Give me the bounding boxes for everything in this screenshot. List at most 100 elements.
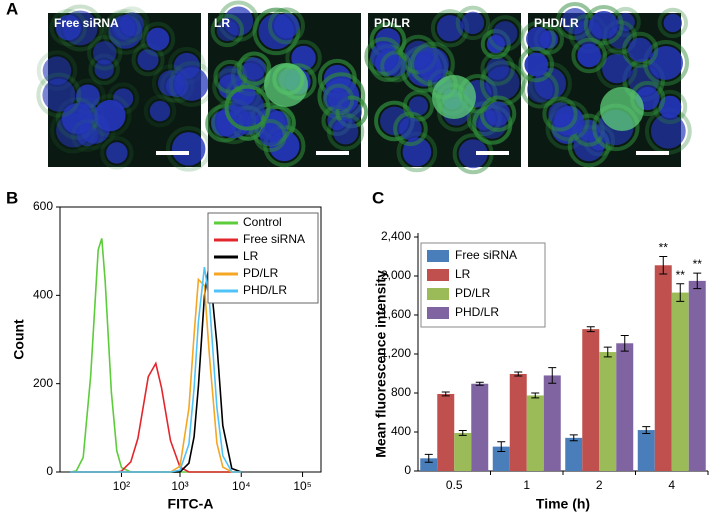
cell — [253, 118, 287, 153]
x-tick-label: 10⁵ — [293, 479, 311, 493]
legend-label: LR — [243, 249, 259, 263]
error-bar — [497, 441, 506, 452]
error-bar — [475, 381, 484, 386]
nucleus — [526, 27, 550, 51]
image-label: PHD/LR — [534, 16, 579, 30]
y-tick-label: 1,200 — [381, 346, 411, 360]
nucleus — [461, 11, 485, 35]
error-bar — [424, 453, 433, 463]
bar — [492, 446, 510, 471]
nucleus — [650, 113, 686, 149]
nucleus — [230, 90, 265, 125]
nucleus — [602, 53, 632, 84]
bar — [526, 395, 544, 471]
bar — [509, 373, 527, 471]
cell — [143, 94, 177, 128]
nucleus — [526, 76, 553, 103]
y-tick-label: 400 — [391, 424, 411, 438]
y-axis-label: Count — [11, 319, 27, 360]
cell — [622, 31, 659, 68]
bright-cell — [432, 75, 476, 119]
error-bar — [458, 430, 467, 436]
error-bar — [586, 326, 595, 333]
nucleus — [486, 57, 509, 80]
x-axis-label: Time (h) — [536, 496, 590, 512]
panel-label: B — [6, 188, 18, 207]
cell — [571, 37, 607, 74]
error-bar — [603, 346, 612, 358]
bright-cell — [600, 87, 644, 131]
cell — [657, 7, 689, 39]
legend-label: Free siRNA — [455, 248, 517, 262]
cell — [252, 7, 301, 56]
cell — [224, 84, 271, 131]
nucleus — [174, 67, 209, 101]
x-tick-label: 4 — [668, 478, 675, 492]
nucleus — [649, 45, 683, 80]
image-label: LR — [214, 16, 230, 30]
nucleus — [589, 10, 618, 40]
cell — [380, 50, 413, 83]
legend-label: PHD/LR — [455, 305, 499, 319]
cell — [326, 113, 365, 151]
legend-label: Control — [243, 215, 282, 229]
nucleus — [663, 13, 683, 33]
nucleus — [75, 84, 100, 109]
y-tick-label: 0 — [46, 464, 53, 478]
cell — [49, 8, 88, 47]
cell — [87, 35, 123, 71]
bar — [599, 352, 617, 471]
cell — [643, 39, 689, 86]
bar — [454, 432, 472, 471]
nucleus — [577, 43, 601, 68]
nucleus — [219, 65, 242, 88]
error-bar — [620, 334, 629, 352]
x-tick-label: 0.5 — [446, 478, 463, 492]
error-bar — [569, 434, 578, 442]
cell — [237, 51, 272, 86]
nucleus — [332, 119, 359, 145]
cell — [140, 21, 176, 57]
cell — [542, 96, 578, 132]
image-label: PD/LR — [374, 16, 410, 30]
nucleus — [93, 41, 117, 65]
cell — [480, 51, 515, 86]
cell — [102, 8, 149, 55]
y-tick-label: 1,600 — [381, 307, 411, 321]
error-bar — [659, 256, 668, 275]
nucleus — [416, 47, 449, 81]
nucleus — [328, 89, 349, 110]
cell — [210, 13, 245, 48]
cell — [455, 5, 491, 41]
cell — [322, 83, 355, 116]
bar — [637, 430, 655, 471]
cell — [70, 119, 105, 153]
bright-cell — [264, 63, 308, 107]
error-bar — [693, 272, 702, 290]
bar — [420, 458, 438, 471]
bar — [565, 437, 583, 471]
x-tick-label: 10² — [113, 479, 130, 493]
cell — [479, 95, 517, 132]
bar — [437, 393, 455, 471]
significance: ** — [659, 241, 669, 255]
nucleus — [94, 100, 126, 132]
cell — [402, 90, 435, 122]
bar — [543, 375, 561, 471]
significance: ** — [693, 257, 703, 271]
cell — [583, 4, 624, 46]
cell — [36, 72, 82, 118]
cell — [131, 43, 165, 77]
nucleus — [259, 124, 281, 147]
nucleus — [171, 132, 206, 166]
bar — [582, 329, 600, 471]
cell — [55, 97, 99, 140]
nucleus — [436, 15, 464, 42]
micrographs: Free siRNA LR PD/LR PHD/LR — [36, 0, 692, 175]
nucleus — [548, 102, 572, 126]
x-tick-label: 1 — [523, 478, 530, 492]
curve — [70, 277, 242, 473]
nucleus — [106, 142, 128, 164]
nucleus — [149, 100, 171, 122]
